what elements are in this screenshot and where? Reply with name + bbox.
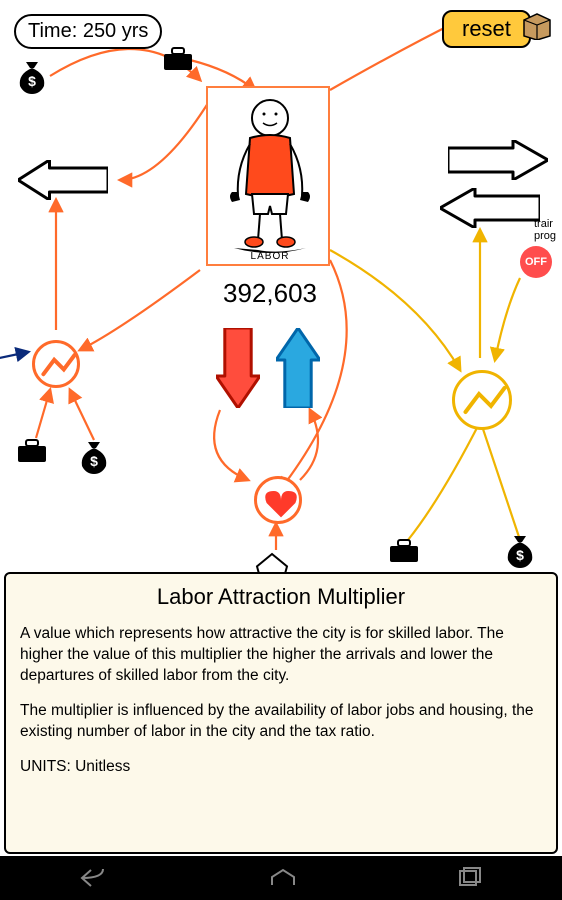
svg-text:$: $ — [90, 453, 98, 469]
flow-edge — [0, 352, 28, 360]
heart-icon — [257, 479, 305, 527]
toggle-off-badge[interactable]: OFF — [520, 246, 552, 278]
labor-value: 392,603 — [210, 278, 330, 309]
labor-figure-icon — [208, 88, 332, 268]
info-panel[interactable]: Labor Attraction Multiplier A value whic… — [4, 572, 558, 854]
nav-arrow-left[interactable] — [440, 188, 540, 228]
reset-button[interactable]: reset — [442, 10, 531, 48]
moneybag-icon: $ — [74, 436, 114, 476]
flow-edge — [480, 420, 520, 540]
briefcase-icon — [160, 44, 196, 74]
nav-arrow-left[interactable] — [18, 160, 108, 200]
flow-edge — [495, 278, 520, 360]
labor-card[interactable]: LABOR — [206, 86, 330, 266]
info-title: Labor Attraction Multiplier — [20, 584, 542, 610]
svg-text:$: $ — [516, 547, 524, 563]
moneybag-icon: $ — [12, 56, 52, 96]
flow-edge — [300, 410, 318, 480]
moneybag-icon: $ — [500, 530, 540, 570]
back-icon[interactable] — [79, 867, 109, 889]
svg-text:$: $ — [28, 73, 36, 89]
info-paragraph-3: UNITS: Unitless — [20, 757, 542, 778]
package-icon[interactable] — [520, 12, 554, 40]
home-icon[interactable] — [268, 867, 298, 889]
trend-icon — [455, 373, 515, 433]
labor-caption: LABOR — [208, 251, 332, 262]
stock-node[interactable] — [254, 476, 302, 524]
info-paragraph-1: A value which represents how attractive … — [20, 624, 542, 687]
flow-edge — [36, 390, 50, 438]
briefcase-icon — [386, 536, 422, 566]
briefcase-icon — [14, 436, 50, 466]
android-nav-bar — [0, 856, 562, 900]
info-paragraph-2: The multiplier is influenced by the avai… — [20, 701, 542, 743]
nav-arrow-down[interactable] — [216, 328, 260, 408]
flow-edge — [330, 250, 460, 370]
flow-edge — [214, 410, 248, 480]
flow-edge — [330, 20, 460, 90]
recent-apps-icon[interactable] — [457, 867, 483, 889]
flow-edge — [408, 422, 480, 540]
stock-node[interactable] — [32, 340, 80, 388]
nav-arrow-up[interactable] — [276, 328, 320, 408]
flow-edge — [80, 270, 200, 350]
nav-arrow-right[interactable] — [448, 140, 548, 180]
time-badge: Time: 250 yrs — [14, 14, 162, 49]
flow-edge — [70, 390, 94, 440]
trend-icon — [35, 343, 83, 391]
flow-edge — [120, 100, 210, 180]
stock-node[interactable] — [452, 370, 512, 430]
